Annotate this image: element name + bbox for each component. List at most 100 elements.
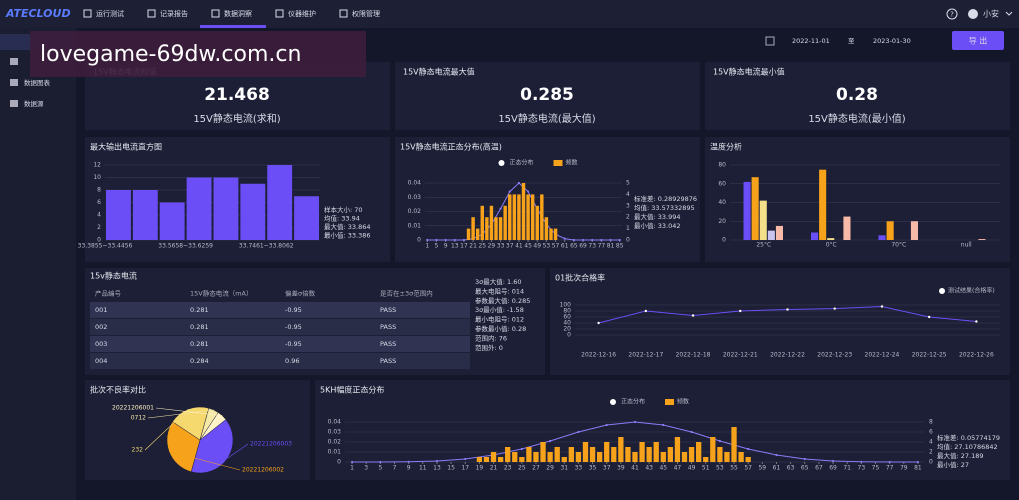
curve-point [435, 238, 438, 242]
y-tick-label: 0 [97, 237, 101, 244]
table-cell: 002 [95, 323, 107, 331]
logo: ATECLOUD [5, 7, 71, 20]
stat: 3σ最小值: -1.58 [475, 305, 524, 314]
y-tick-label: 0 [626, 237, 630, 244]
calendar-icon[interactable] [765, 36, 775, 46]
bar [775, 225, 783, 240]
y-tick-label: 2 [929, 449, 933, 456]
x-tick-label: 19 [476, 465, 484, 472]
x-tick-label: 29 [546, 465, 554, 472]
pie-slice [199, 412, 227, 441]
curve-point [453, 238, 456, 242]
user-caret[interactable] [1005, 11, 1013, 16]
y-tick-label: 0.04 [408, 180, 422, 187]
help[interactable]: ? [950, 11, 954, 19]
table-header-cell: 15V静态电流（mA） [190, 289, 253, 298]
x-tick-label: 2022-12-18 [676, 352, 711, 359]
y-tick-label: 0.04 [328, 419, 342, 426]
bar [213, 177, 239, 240]
curve-point [435, 459, 439, 463]
help-icon[interactable] [946, 8, 958, 20]
nav-item[interactable]: 仪器维护 [288, 9, 316, 18]
export-label[interactable]: 导 出 [969, 36, 988, 46]
x-tick-label: 67 [815, 465, 823, 472]
bar [547, 452, 553, 462]
bar [811, 232, 819, 240]
sidebar [0, 28, 76, 500]
bar [186, 177, 212, 240]
bar [878, 235, 886, 240]
bar [910, 221, 918, 240]
bar [604, 442, 610, 462]
sidebar-item[interactable]: 数据图表 [24, 78, 51, 87]
x-tick-label: 33 [575, 465, 583, 472]
y-tick-label: 0.03 [328, 429, 342, 436]
stat: 参数最小值: 0.28 [475, 324, 526, 333]
x-tick-label: 11 [419, 465, 427, 472]
panel-title: 5KH幅度正态分布 [320, 385, 384, 395]
x-tick-label: null [961, 242, 972, 249]
table-row [90, 353, 470, 369]
curve-point [520, 447, 523, 451]
nav-item[interactable]: 运行测试 [96, 9, 124, 18]
avatar[interactable] [968, 9, 978, 19]
legend-label: 正态分布 [621, 398, 645, 406]
card-value: 0.285 [520, 85, 574, 105]
bar [618, 437, 624, 462]
export-button[interactable] [952, 31, 1004, 50]
user-name[interactable]: 小安 [983, 9, 999, 19]
nav-icon[interactable] [147, 9, 156, 18]
nav-item[interactable]: 数据洞察 [224, 9, 252, 18]
nav-icon[interactable] [211, 9, 220, 18]
date-start[interactable]: 2022-11-01 [792, 37, 830, 45]
date-end[interactable]: 2023-01-30 [873, 37, 911, 45]
sidebar-icon[interactable] [10, 79, 18, 86]
curve-point [916, 460, 920, 464]
curve-point [572, 238, 575, 242]
bar [681, 452, 688, 462]
legend-label: 正态分布 [510, 159, 534, 167]
table-cell: 0.281 [190, 340, 209, 348]
table-cell: 004 [95, 357, 107, 365]
y-tick-label: 0 [417, 237, 421, 244]
bar [568, 447, 574, 462]
x-tick-label: 49 [533, 243, 541, 250]
nav-item[interactable]: 记录报告 [160, 9, 188, 18]
bar [267, 165, 293, 240]
x-tick-label: 33.5658~33.6259 [158, 243, 213, 250]
nav-item[interactable]: 权限管理 [352, 9, 380, 18]
x-tick-label: 13 [451, 243, 459, 250]
sidebar-icon[interactable] [10, 58, 18, 65]
bar [475, 228, 480, 240]
table-header-cell: 偏差σ倍数 [285, 289, 316, 298]
card-title: 15V静态电流最大值 [403, 67, 475, 77]
table-header-cell: 产品编号 [95, 289, 122, 298]
curve-point [350, 460, 354, 464]
stat: 最大电阻号: 014 [475, 286, 524, 295]
table-cell: 001 [95, 306, 107, 314]
sidebar-icon[interactable] [10, 100, 18, 107]
x-tick-label: 25 [518, 465, 526, 472]
date-sep: 至 [848, 37, 855, 45]
line-point [597, 321, 600, 325]
nav-icon[interactable] [339, 9, 348, 18]
bar [843, 216, 851, 240]
nav-icon[interactable] [83, 9, 92, 18]
card-value: 21.468 [204, 85, 270, 105]
bar [886, 221, 894, 240]
watermark: lovegame-69dw.com.cn [40, 42, 301, 67]
bar [512, 452, 518, 462]
leader-line [169, 451, 241, 471]
sidebar-item[interactable]: 数据源 [24, 99, 44, 108]
bar [530, 194, 535, 240]
bar [489, 205, 494, 240]
y-tick-label: 0 [567, 332, 571, 339]
bar [490, 452, 497, 462]
x-tick-label: 0°C [826, 242, 837, 249]
nav-icon[interactable] [275, 9, 284, 18]
line-point [880, 305, 884, 308]
x-tick-label: 49 [688, 465, 696, 472]
bar [466, 228, 471, 240]
bar [494, 217, 498, 240]
stat: 最小值: 27 [937, 460, 969, 469]
